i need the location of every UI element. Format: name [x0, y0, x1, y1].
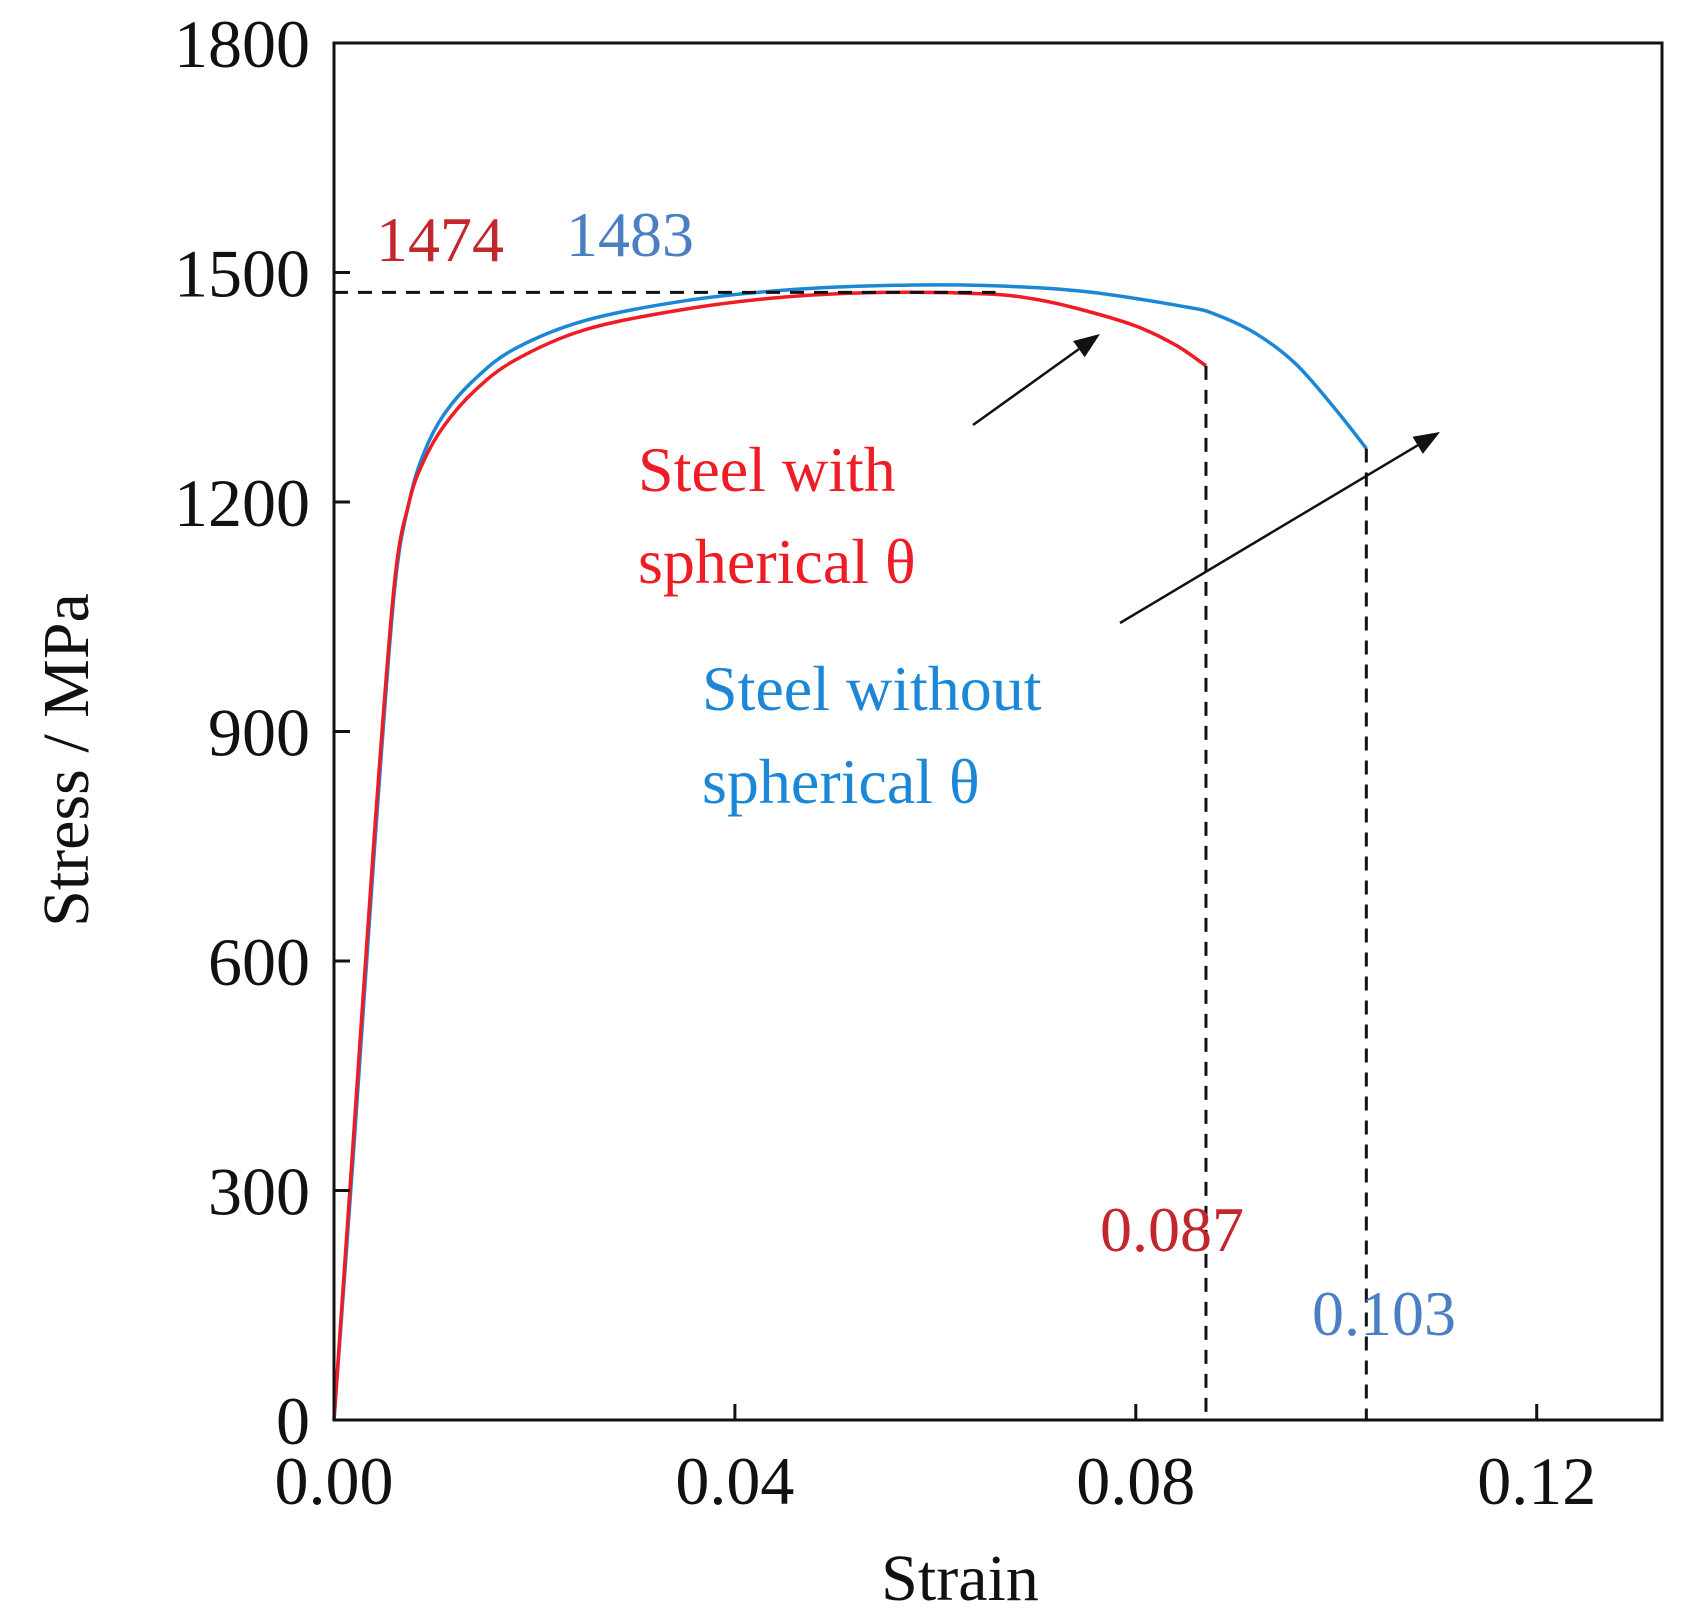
legend-label-with-line2: spherical θ — [638, 526, 916, 597]
x-tick-label: 0.12 — [1477, 1443, 1596, 1519]
y-tick-label: 300 — [208, 1154, 310, 1230]
arrow-shaft — [972, 348, 1080, 427]
legend-label-without-line2: spherical θ — [702, 746, 980, 817]
reference-line-layer — [334, 290, 1368, 1420]
arrow-to-without-spherical — [1119, 432, 1440, 625]
arrow-layer — [972, 334, 1440, 625]
x-tick-label: 0.08 — [1076, 1443, 1195, 1519]
annotation-uts-red: 1474 — [376, 204, 504, 275]
y-tick-label: 1200 — [174, 465, 310, 541]
legend-label-with-line1: Steel with — [638, 434, 896, 505]
arrow-shaft — [1119, 444, 1419, 625]
x-tick-label: 0.04 — [675, 1443, 794, 1519]
annotation-strain-blue: 0.103 — [1312, 1278, 1456, 1349]
legend-label-without-line1: Steel without — [702, 653, 1042, 724]
y-tick-label: 1800 — [174, 6, 310, 82]
arrow-head — [1412, 432, 1440, 454]
annotation-strain-red: 0.087 — [1100, 1194, 1244, 1265]
arrow-head — [1073, 334, 1100, 358]
y-tick-label: 0 — [276, 1383, 310, 1459]
curve-layer — [332, 283, 1368, 1421]
x-axis-title: Strain — [881, 1542, 1039, 1615]
tick-layer: 0.00 0.04 0.08 0.12 0 300 600 900 1200 1500 1800 — [174, 6, 1596, 1519]
y-tick-label: 900 — [208, 695, 310, 771]
series-line-with-spherical — [332, 290, 1207, 1421]
y-axis-title: Stress / MPa — [30, 593, 103, 927]
arrow-to-with-spherical — [972, 334, 1100, 427]
annotation-uts-blue: 1483 — [566, 199, 694, 270]
plot-frame — [332, 41, 1664, 1422]
y-tick-label: 1500 — [174, 236, 310, 312]
x-tick-label: 0.00 — [275, 1443, 394, 1519]
y-tick-label: 600 — [208, 924, 310, 1000]
